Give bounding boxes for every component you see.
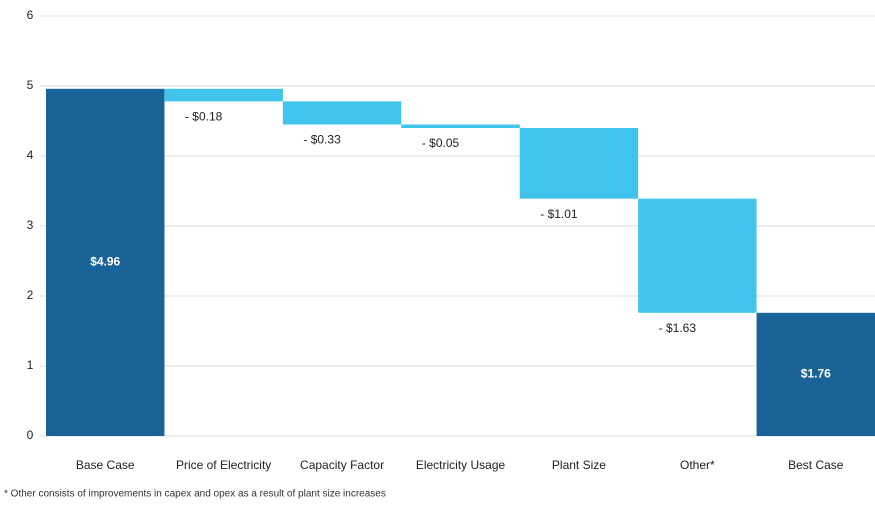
data-label: $1.76	[801, 367, 831, 381]
data-label: - $0.33	[303, 133, 341, 147]
delta-bar	[282, 101, 402, 125]
y-tick-label: 5	[27, 78, 34, 92]
delta-bar	[164, 88, 283, 102]
delta-bar	[401, 124, 520, 128]
total-bar	[46, 88, 165, 437]
total-bar	[756, 312, 875, 436]
y-tick-label: 0	[27, 428, 34, 442]
x-tick-label: Base Case	[76, 458, 135, 472]
x-tick-label: Electricity Usage	[416, 458, 506, 472]
footnote: * Other consists of improvements in cape…	[4, 489, 386, 500]
x-tick-label: Plant Size	[552, 458, 606, 472]
delta-bar	[638, 198, 757, 313]
y-tick-label: 6	[27, 8, 34, 22]
delta-bar	[519, 128, 639, 199]
x-tick-label: Other*	[680, 458, 715, 472]
x-tick-label: Capacity Factor	[300, 458, 384, 472]
data-label: - $0.05	[422, 136, 460, 150]
x-tick-label: Best Case	[788, 458, 844, 472]
y-tick-label: 3	[27, 218, 34, 232]
y-tick-label: 1	[27, 358, 34, 372]
data-label: - $1.01	[540, 207, 578, 221]
data-label: $4.96	[90, 255, 120, 269]
y-tick-label: 4	[27, 148, 34, 162]
data-label: - $1.63	[659, 321, 697, 335]
x-tick-label: Price of Electricity	[176, 458, 271, 472]
y-tick-label: 2	[27, 288, 34, 302]
data-label: - $0.18	[185, 110, 223, 124]
